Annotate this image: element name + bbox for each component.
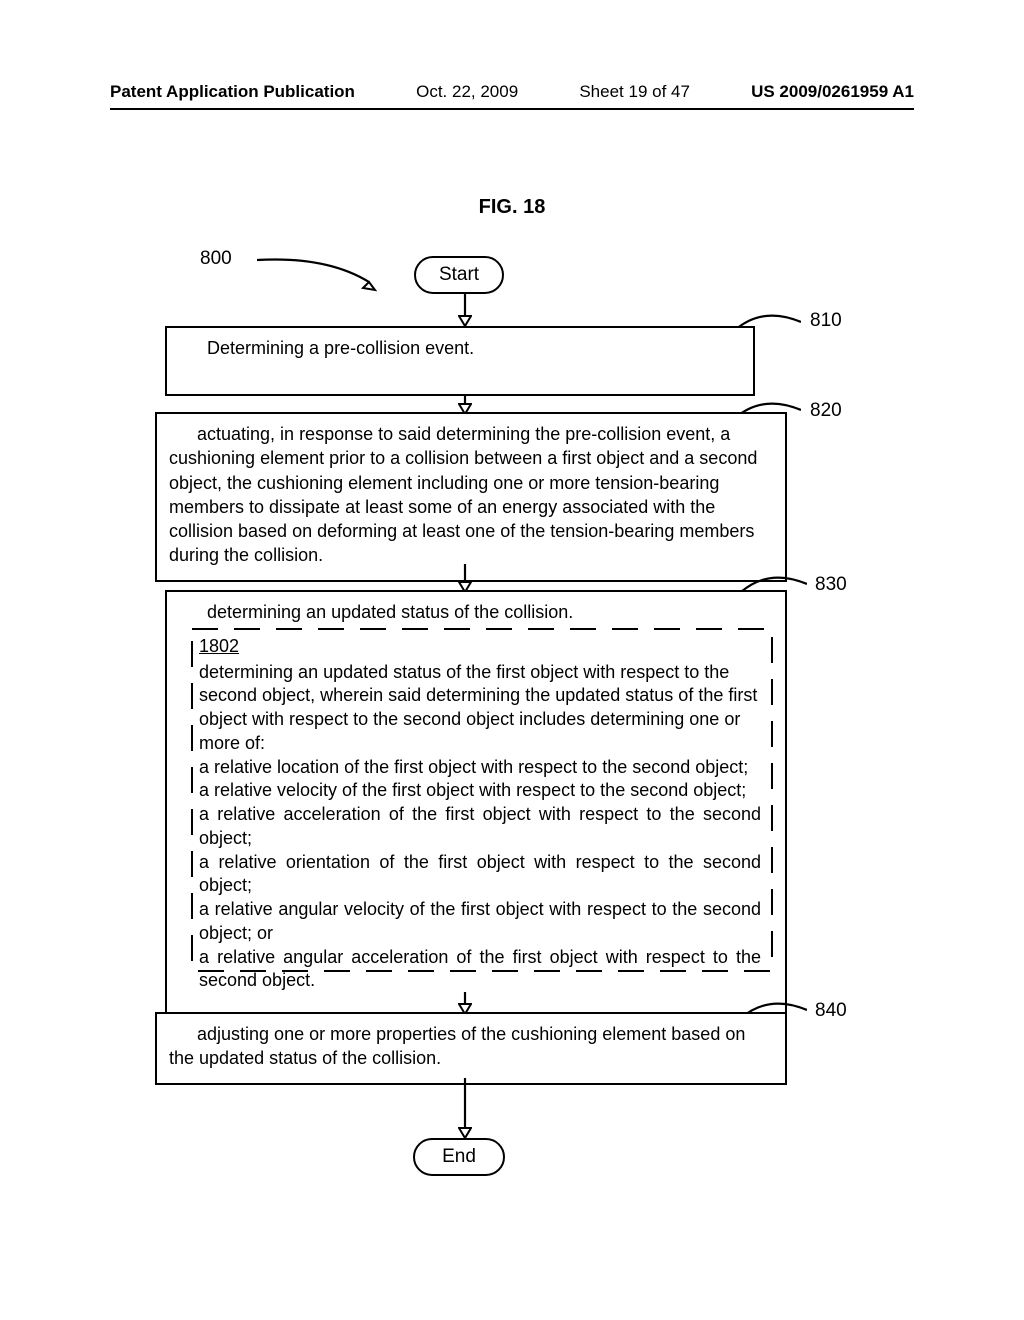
header-publication: Patent Application Publication [110, 82, 355, 102]
page: Patent Application Publication Oct. 22, … [0, 0, 1024, 1320]
arrow-840-to-end-icon [458, 1078, 472, 1140]
step-820-box: actuating, in response to said determini… [155, 412, 787, 582]
ref-840: 840 [815, 1000, 847, 1022]
ref-800: 800 [200, 248, 232, 270]
start-label: Start [439, 264, 479, 285]
step-830-box: determining an updated status of the col… [165, 590, 787, 1017]
header-date: Oct. 22, 2009 [416, 82, 518, 102]
step-830-item-3: a relative acceleration of the first obj… [199, 803, 761, 851]
step-840-text: adjusting one or more properties of the … [169, 1022, 773, 1071]
step-810-text: Determining a pre-collision event. [179, 336, 741, 360]
ref-830: 830 [815, 574, 847, 596]
page-header: Patent Application Publication Oct. 22, … [110, 82, 914, 110]
step-830-item-5: a relative angular velocity of the first… [199, 898, 761, 946]
step-830-item-4: a relative orientation of the first obje… [199, 851, 761, 899]
ref-820: 820 [810, 400, 842, 422]
step-810-box: Determining a pre-collision event. [165, 326, 755, 396]
arrow-start-to-810-icon [458, 292, 472, 328]
header-pubno: US 2009/0261959 A1 [751, 82, 914, 102]
step-840-box: adjusting one or more properties of the … [155, 1012, 787, 1085]
step-830-subbox: 1802 determining an updated status of th… [193, 630, 769, 1001]
ref-810: 810 [810, 310, 842, 332]
header-sheet: Sheet 19 of 47 [579, 82, 690, 102]
step-820-text: actuating, in response to said determini… [169, 422, 773, 568]
step-830-item-2: a relative velocity of the first object … [199, 779, 761, 803]
start-terminator: Start [414, 256, 504, 294]
figure-title: FIG. 18 [0, 196, 1024, 219]
step-830-body: determining an updated status of the fir… [199, 661, 761, 994]
end-terminator: End [413, 1138, 505, 1176]
step-830-body-l1: determining an updated status of the fir… [199, 662, 757, 753]
step-830-intro: determining an updated status of the col… [179, 600, 773, 624]
sub-ref-1802: 1802 [199, 634, 239, 658]
ref-800-arrow-icon [257, 258, 387, 298]
end-label: End [442, 1146, 476, 1167]
step-830-item-1: a relative location of the first object … [199, 756, 761, 780]
step-830-item-6: a relative angular acceleration of the f… [199, 946, 761, 994]
